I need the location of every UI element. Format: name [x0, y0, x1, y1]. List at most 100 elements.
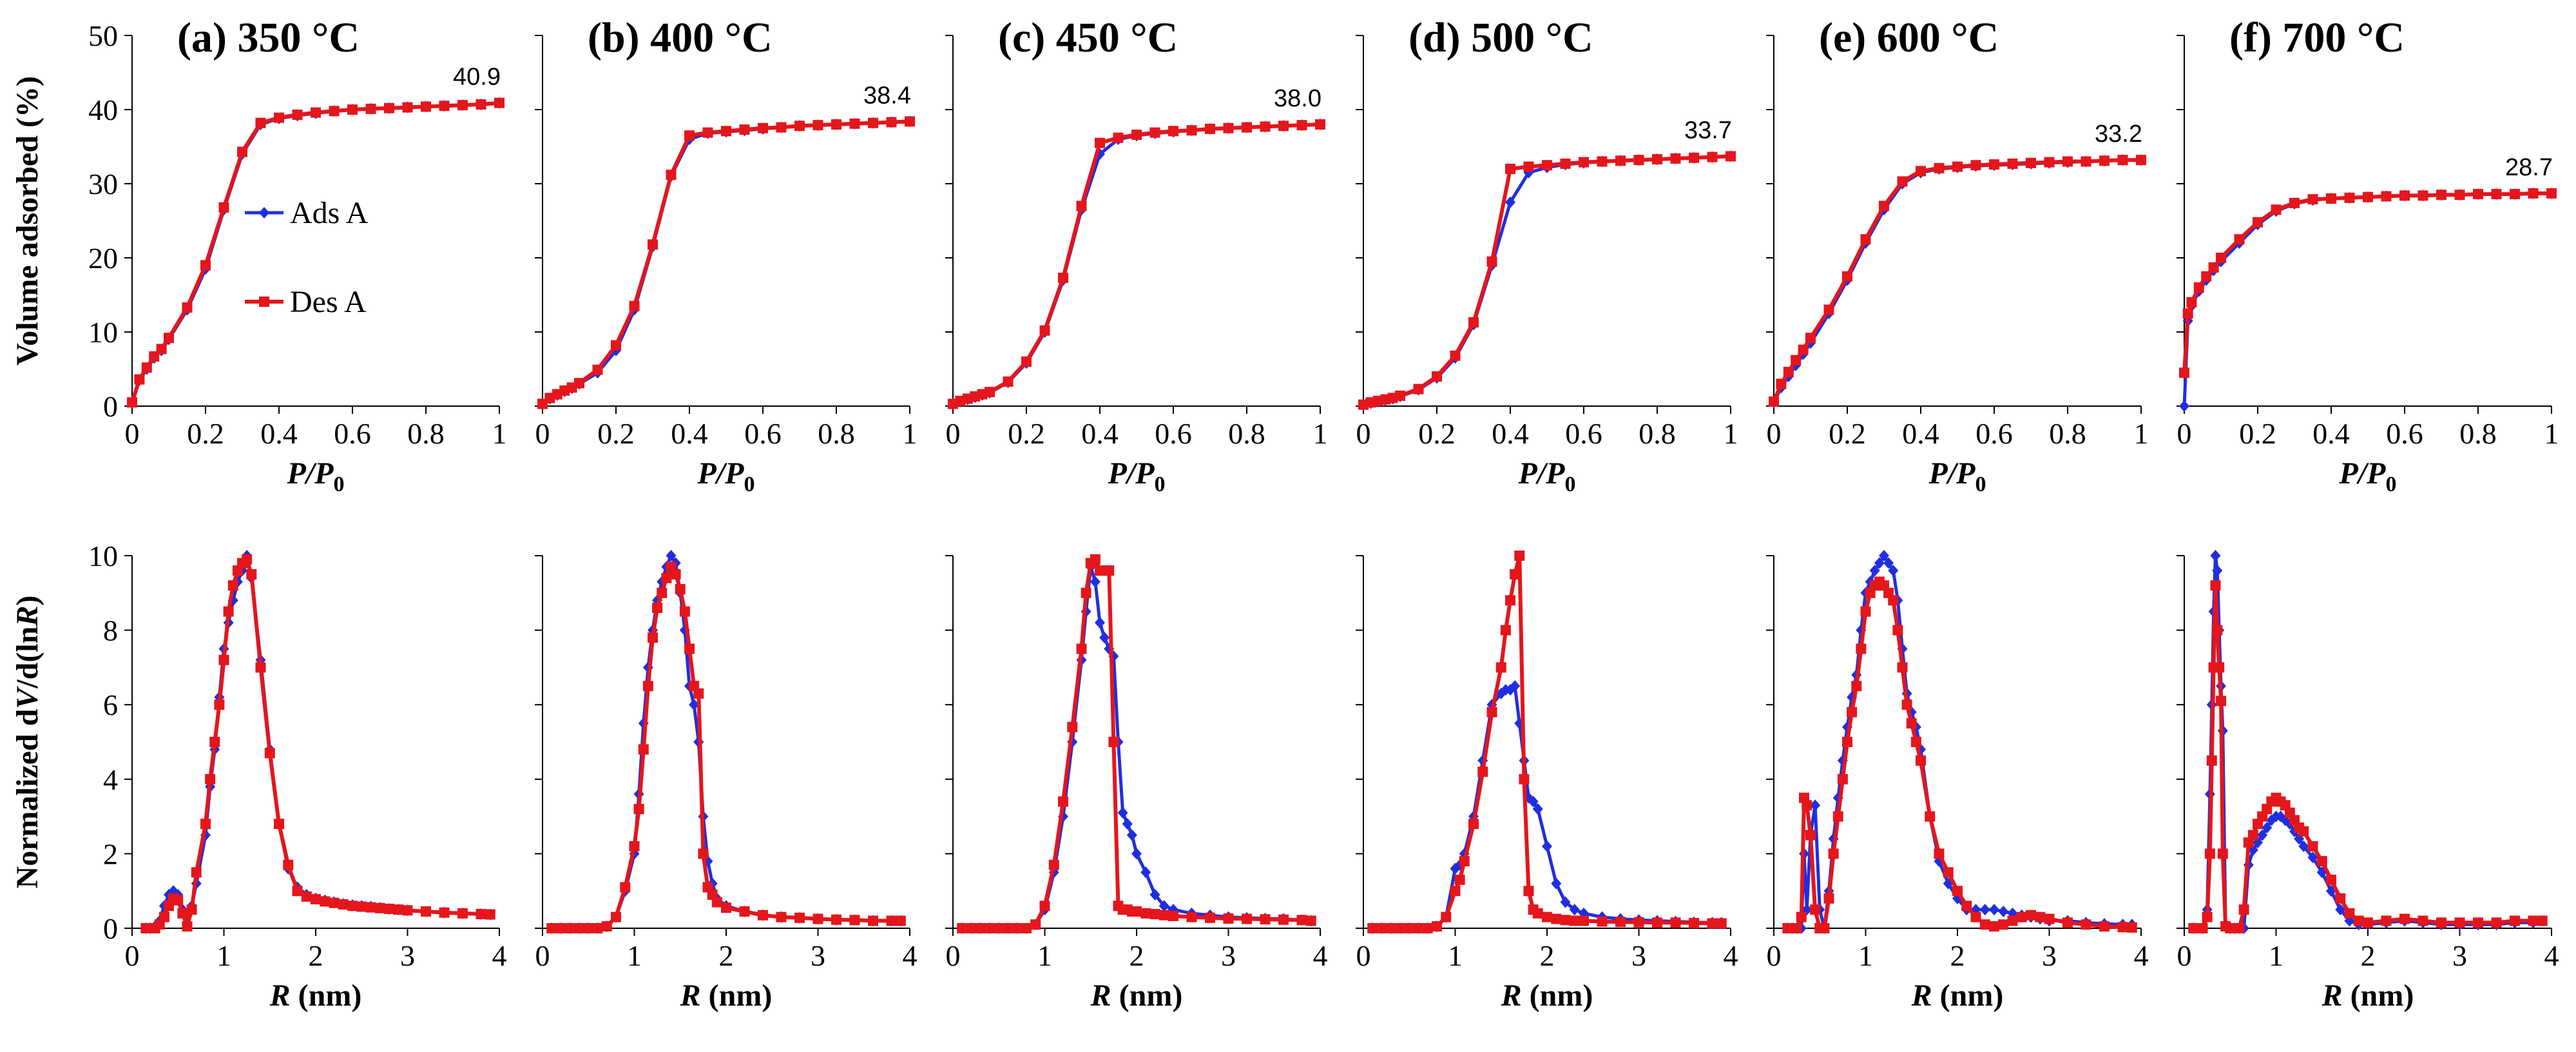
data-point-des: [1305, 915, 1316, 926]
x-tick-label: 4: [492, 939, 507, 972]
series-des: [2179, 188, 2557, 378]
data-point-des: [384, 102, 394, 113]
data-point-des: [182, 302, 193, 313]
data-point-ads: [1989, 904, 1999, 916]
data-point-des: [2044, 913, 2055, 924]
data-point-des: [1058, 796, 1068, 807]
x-tick-label: 1: [903, 417, 918, 450]
data-point-des: [421, 906, 431, 917]
series-ads: [1367, 680, 1727, 934]
series-des: [1769, 155, 2146, 407]
series-ads: [1358, 150, 1736, 411]
data-point-des: [2035, 911, 2046, 922]
series-des: [127, 97, 505, 408]
data-point-des: [675, 584, 686, 595]
x-tick-label: 1: [1858, 939, 1873, 972]
data-point-des: [739, 124, 750, 135]
data-point-des: [1888, 595, 1899, 606]
series-line: [541, 119, 910, 405]
panel-title: (d) 500 °C: [1408, 14, 1593, 61]
data-point-des: [1532, 908, 1543, 919]
series-ads: [2188, 550, 2548, 934]
x-axis-title-unit: (nm): [701, 979, 773, 1013]
x-axis-title: R (nm): [269, 979, 362, 1013]
data-point-des: [2238, 904, 2249, 915]
data-point-ads: [1528, 795, 1539, 808]
data-point-des: [1186, 911, 1197, 922]
data-point-ads: [1810, 799, 1821, 812]
series-ads: [2179, 187, 2557, 412]
data-point-des: [1149, 127, 1160, 138]
data-point-des: [1278, 121, 1289, 132]
data-point-des: [1560, 915, 1571, 926]
x-axis-title: P/P0: [2339, 456, 2397, 496]
data-point-des: [127, 397, 137, 408]
data-point-des: [1842, 737, 1852, 747]
data-point-des: [985, 387, 995, 398]
y-axis-title-part: V: [10, 686, 44, 709]
data-point-des: [1205, 123, 1215, 134]
data-point-des: [648, 632, 658, 643]
data-point-des: [2062, 917, 2073, 928]
data-point-des: [1514, 550, 1525, 561]
x-axis-title-var: P/P: [2339, 456, 2387, 491]
data-point-des: [2335, 893, 2346, 904]
data-point-des: [1579, 157, 1589, 168]
data-point-des: [200, 819, 211, 830]
x-tick-label: 0: [946, 417, 961, 450]
series-line: [2193, 583, 2542, 930]
y-tick-label: 6: [103, 688, 118, 721]
data-point-des: [1205, 912, 1215, 923]
data-point-des: [1113, 132, 1124, 143]
data-point-des: [1450, 350, 1461, 361]
data-point-des: [1652, 917, 1662, 928]
data-point-des: [2234, 234, 2245, 245]
data-point-des: [1413, 384, 1424, 394]
series-line: [952, 122, 1321, 405]
series-ads: [1782, 550, 2137, 934]
x-tick-label: 0.8: [2459, 417, 2497, 450]
data-point-des: [1989, 159, 1999, 170]
x-tick-label: 0.6: [1975, 417, 2013, 450]
data-point-des: [592, 923, 603, 933]
data-point-des: [2099, 921, 2110, 932]
data-point-des: [2216, 253, 2226, 263]
data-point-des: [1892, 625, 1903, 636]
data-point-des: [1039, 325, 1050, 336]
data-point-des: [1459, 855, 1470, 866]
series-ads: [127, 97, 505, 409]
data-point-des: [1707, 918, 1718, 929]
data-point-des: [223, 606, 234, 617]
data-point-des: [1510, 569, 1521, 580]
data-point-des: [1131, 906, 1142, 917]
data-point-des: [393, 904, 404, 915]
panel-isotherm-b: 0 0.2 0.4 0.6 0.8 1P/P0(b) 400 °C38.4: [535, 14, 918, 496]
data-point-des: [831, 119, 841, 130]
data-point-des: [721, 126, 731, 137]
data-point-des: [1523, 886, 1534, 897]
y-axis-title-part: ): [10, 596, 44, 606]
data-point-des: [849, 118, 860, 129]
series-ads: [1769, 154, 2146, 409]
x-tick-label: 1: [1313, 417, 1328, 450]
series-des: [1367, 550, 1727, 933]
data-point-ads: [1505, 196, 1515, 208]
x-axis-title-subscript: 0: [1154, 472, 1165, 496]
data-point-des: [2417, 915, 2428, 926]
end-value-label: 28.7: [2505, 154, 2553, 181]
data-point-des: [1039, 901, 1050, 911]
x-axis-title-var: P/P: [287, 456, 334, 491]
data-point-des: [661, 572, 672, 583]
series-ads: [948, 119, 1325, 410]
data-point-des: [886, 915, 897, 926]
data-point-des: [191, 867, 202, 878]
data-point-des: [2510, 189, 2520, 200]
x-tick-label: 0.8: [1639, 417, 1676, 450]
series-line: [552, 565, 901, 930]
data-point-ads: [2257, 829, 2268, 841]
x-tick-label: 4: [2134, 939, 2149, 972]
data-point-ads: [689, 699, 700, 711]
data-point-des: [1805, 333, 1816, 344]
data-point-des: [283, 859, 294, 870]
x-tick-label: 0.8: [2049, 417, 2086, 450]
